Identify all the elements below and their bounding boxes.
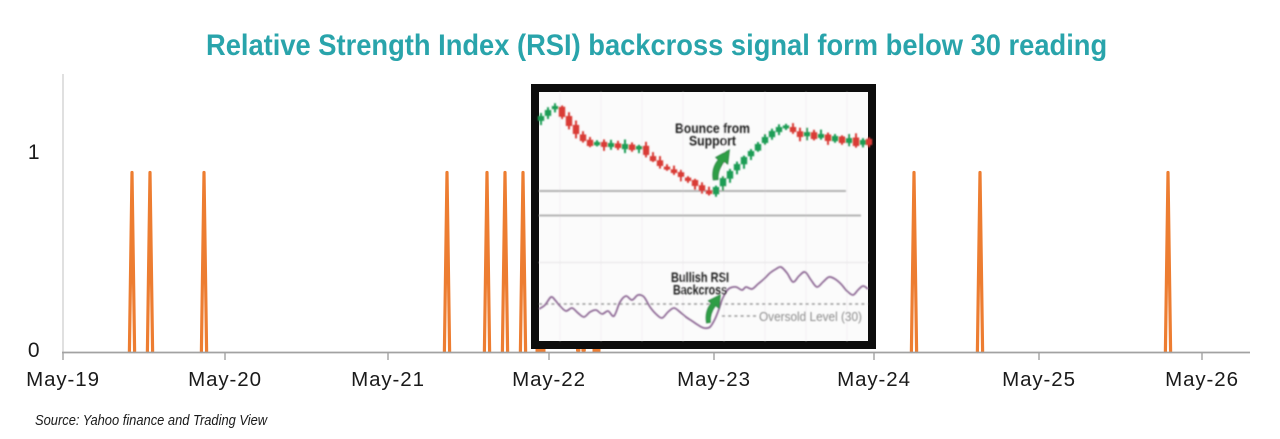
svg-text:Bounce from: Bounce from [675,120,750,136]
svg-text:Bullish RSI: Bullish RSI [671,269,729,285]
svg-text:Support: Support [689,133,736,149]
svg-text:Oversold Level (30): Oversold Level (30) [759,309,862,324]
svg-text:Backcross: Backcross [673,282,727,298]
